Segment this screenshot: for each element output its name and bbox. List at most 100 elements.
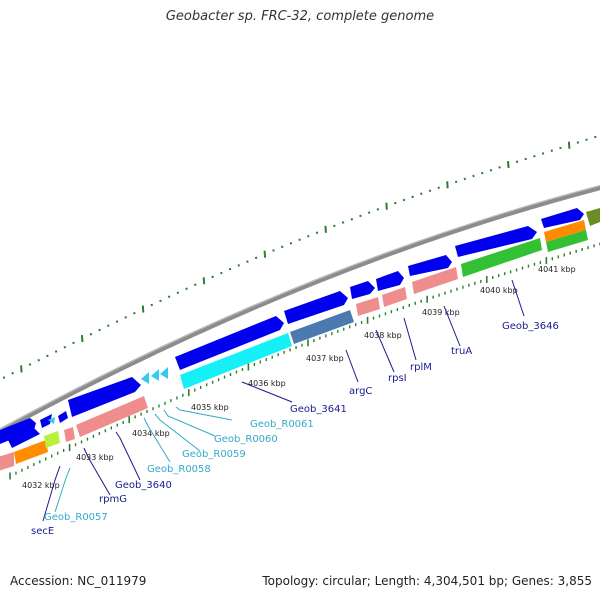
gene-feature[interactable] <box>376 271 404 291</box>
gc-mark <box>515 160 519 164</box>
gc-mark <box>167 295 171 299</box>
gc-mark <box>28 363 32 366</box>
gene-labels: secE Geob_R0057 rpmG Geob_3640 Geob_R005… <box>31 321 559 537</box>
gene-label-geob-3646[interactable]: Geob_3646 <box>502 321 559 332</box>
tick-label: 4033 kbp <box>76 453 114 462</box>
tick-label: 4032 kbp <box>22 481 60 490</box>
gc-mark <box>472 174 475 178</box>
gc-mark <box>394 201 397 205</box>
gene-feature[interactable] <box>14 440 48 464</box>
gc-mark <box>159 299 162 303</box>
gc-mark <box>559 146 562 150</box>
gene-feature[interactable] <box>8 428 40 448</box>
gc-mark <box>246 260 249 263</box>
gene-label-rpmG[interactable]: rpmG <box>99 494 127 505</box>
gene-feature[interactable] <box>382 287 407 307</box>
leader-line <box>163 409 216 437</box>
leader-line <box>241 381 293 403</box>
gene-label-secE[interactable]: secE <box>31 526 54 537</box>
leader-line <box>143 417 171 463</box>
tick-label: 4035 kbp <box>191 403 229 412</box>
gc-mark <box>324 225 327 233</box>
gene-feature[interactable] <box>290 310 354 344</box>
gc-mark <box>333 224 336 228</box>
gc-mark <box>202 277 206 285</box>
gene-feature[interactable] <box>412 267 458 294</box>
gene-feature[interactable] <box>541 208 584 228</box>
gene-label-geob-r0061[interactable]: Geob_R0061 <box>250 419 314 430</box>
gc-mark <box>585 138 588 141</box>
trna-feature[interactable] <box>151 369 159 381</box>
tick-label: 4040 kbp <box>480 286 518 295</box>
gene-feature[interactable] <box>350 281 375 299</box>
gene-feature[interactable] <box>68 377 141 417</box>
gene-feature[interactable] <box>58 411 68 423</box>
gene-feature[interactable] <box>544 220 586 242</box>
gc-mark <box>533 154 536 158</box>
accession-text: Accession: NC_011979 <box>10 574 147 588</box>
gene-feature[interactable] <box>455 226 537 257</box>
gene-label-geob-3641[interactable]: Geob_3641 <box>290 404 347 415</box>
gc-mark <box>220 271 223 275</box>
trna-feature[interactable] <box>48 417 55 424</box>
gene-label-rplM[interactable]: rplM <box>410 362 432 373</box>
gc-mark <box>411 195 414 199</box>
gene-label-geob-r0059[interactable]: Geob_R0059 <box>182 449 246 460</box>
leader-line <box>403 317 417 361</box>
gc-skew-track <box>2 135 597 379</box>
gene-label-geob-3640[interactable]: Geob_3640 <box>115 480 172 491</box>
gc-mark <box>133 311 136 315</box>
tick-label: 4041 kbp <box>538 265 576 274</box>
leader-line <box>54 467 71 513</box>
gene-label-geob-r0057[interactable]: Geob_R0057 <box>44 512 108 523</box>
leader-line <box>42 465 61 522</box>
gc-mark <box>298 238 301 241</box>
gc-mark <box>454 180 458 184</box>
gc-mark <box>498 166 501 169</box>
gc-mark <box>46 354 49 358</box>
gene-feature[interactable] <box>76 396 148 437</box>
gene-feature[interactable] <box>175 316 284 370</box>
gc-mark <box>350 217 353 221</box>
gc-mark <box>194 283 197 286</box>
gene-feature[interactable] <box>40 414 52 428</box>
leader-line <box>511 279 525 317</box>
leader-line <box>375 329 395 373</box>
gc-mark <box>63 345 67 349</box>
gc-mark <box>446 181 449 189</box>
gc-mark <box>550 149 553 152</box>
gene-label-rpsI[interactable]: rpsI <box>388 373 407 384</box>
gc-mark <box>480 171 484 175</box>
gc-mark <box>176 291 180 294</box>
gc-mark <box>428 189 432 193</box>
trna-feature[interactable] <box>160 367 168 379</box>
gc-mark <box>307 234 310 238</box>
gene-feature[interactable] <box>408 255 452 276</box>
gene-feature[interactable] <box>546 230 588 252</box>
gene-feature[interactable] <box>356 297 380 316</box>
gene-feature[interactable] <box>64 427 75 442</box>
gc-mark <box>89 333 93 336</box>
gene-label-geob-r0060[interactable]: Geob_R0060 <box>214 434 278 445</box>
gene-feature[interactable] <box>284 291 348 324</box>
gc-mark <box>341 221 345 224</box>
gene-label-truA[interactable]: truA <box>451 346 472 357</box>
gene-feature[interactable] <box>44 431 60 448</box>
gc-mark <box>20 365 23 373</box>
gene-feature[interactable] <box>0 418 36 446</box>
trna-feature[interactable] <box>141 372 149 384</box>
gene-feature[interactable] <box>180 333 292 389</box>
gene-label-geob-r0058[interactable]: Geob_R0058 <box>147 464 211 475</box>
gene-feature[interactable] <box>461 238 542 277</box>
gc-mark <box>211 275 214 279</box>
gene-feature[interactable] <box>586 208 600 226</box>
backbone-ring <box>0 185 600 434</box>
gc-mark <box>272 249 275 252</box>
gc-mark <box>289 242 293 245</box>
gene-label-argC[interactable]: argC <box>349 386 372 397</box>
tick-label: 4038 kbp <box>364 331 402 340</box>
gene-feature[interactable] <box>0 452 14 472</box>
gc-mark <box>385 202 388 210</box>
gc-mark <box>420 192 423 196</box>
